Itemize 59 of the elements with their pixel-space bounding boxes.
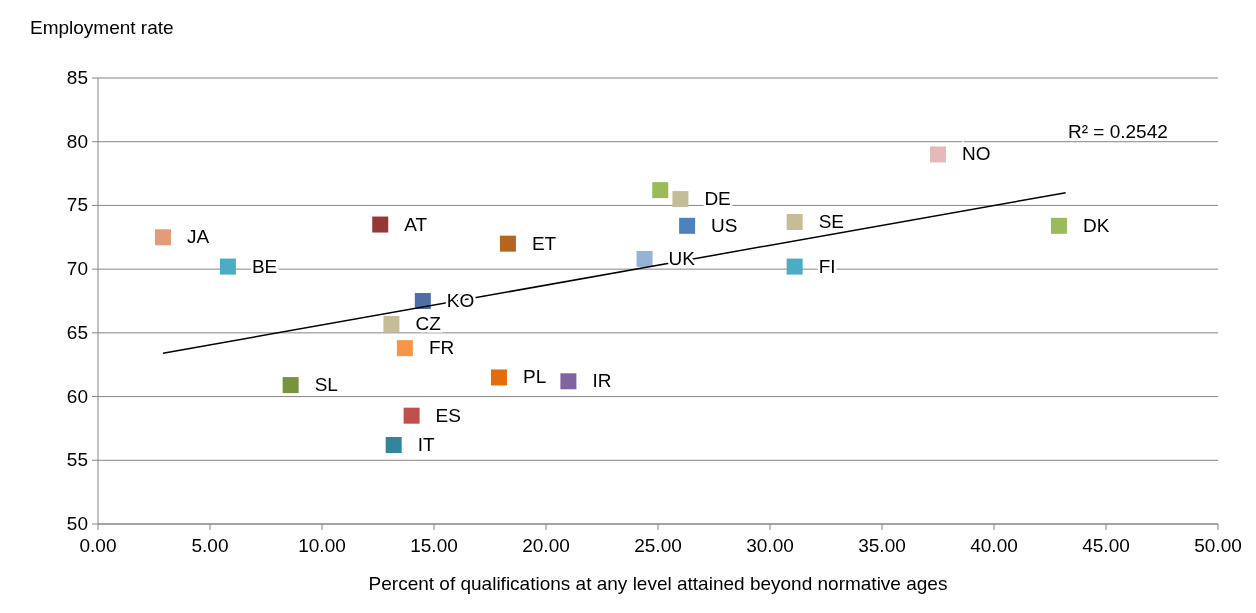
point (383, 315, 400, 332)
point (930, 146, 946, 163)
point (385, 436, 402, 453)
x-tick-label: 40.00 (970, 535, 1018, 556)
series-label: IR (592, 370, 612, 392)
x-tick-label: 30.00 (746, 535, 794, 556)
point (282, 377, 299, 394)
point (403, 407, 420, 424)
series-label: CZ (415, 312, 442, 334)
point (414, 293, 431, 309)
point (499, 235, 516, 252)
x-tick-label: 15.00 (410, 535, 458, 556)
x-tick-label: 25.00 (634, 535, 682, 556)
series-label: ES (435, 404, 461, 426)
series-label: SE (818, 210, 844, 232)
series-label: ET (531, 232, 557, 254)
y-tick-label: 75 (66, 194, 88, 216)
point (636, 250, 653, 267)
point (679, 217, 696, 234)
series-label: PL (522, 366, 547, 388)
point (672, 191, 689, 208)
point (786, 258, 803, 275)
y-tick-label: 80 (66, 130, 88, 152)
x-tick-label: 0.00 (79, 535, 117, 556)
series-label: FI (818, 255, 836, 277)
point (560, 373, 577, 390)
series-label: DE (704, 188, 731, 210)
point (372, 216, 389, 233)
y-tick-label: 85 (66, 67, 88, 88)
x-axis-title: Percent of qualifications at any level attained beyond normative ages (368, 573, 948, 594)
x-tick-label: 20.00 (522, 535, 570, 556)
series-label: DK (1082, 214, 1110, 236)
y-tick-label: 70 (66, 258, 88, 280)
point (652, 182, 669, 199)
x-tick-label: 10.00 (298, 535, 346, 556)
point (219, 258, 236, 275)
series-label: IT (417, 433, 435, 455)
point (1050, 217, 1067, 234)
y-axis-title: Employment rate (30, 17, 174, 38)
point (154, 229, 171, 246)
x-tick-label: 50.00 (1194, 535, 1242, 556)
annotation: R² = 0.2542 (1068, 121, 1168, 142)
x-tick-label: 35.00 (858, 535, 906, 556)
x-tick-label: 5.00 (191, 535, 229, 556)
x-tick-label: 45.00 (1082, 535, 1130, 556)
point (396, 340, 413, 357)
point (490, 369, 507, 386)
y-tick-label: 65 (66, 321, 88, 343)
y-tick-label: 60 (66, 385, 88, 407)
series-label: NO (962, 143, 991, 165)
y-tick-label: 55 (66, 449, 88, 471)
series-label: JA (186, 226, 210, 248)
series-label: FR (428, 337, 455, 359)
point (786, 213, 803, 230)
series-label: BE (251, 255, 278, 277)
y-tick-label: 50 (66, 513, 88, 534)
series-label: US (711, 214, 738, 236)
series-label: AT (404, 213, 428, 235)
series-label: SL (314, 374, 338, 396)
